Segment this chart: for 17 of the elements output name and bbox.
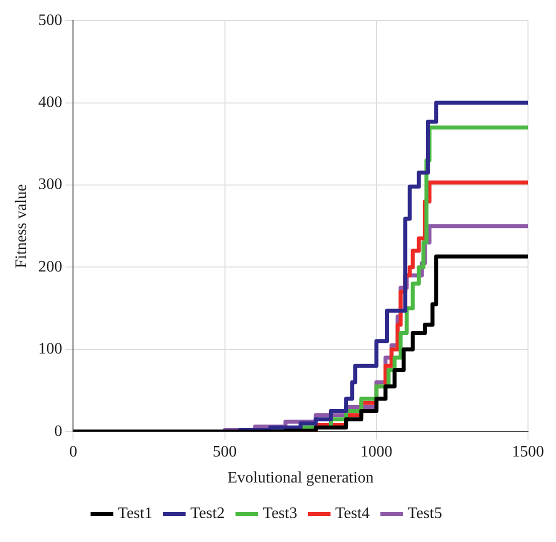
x-tick-label: 500 [212,443,237,460]
y-tick-label: 0 [54,422,62,440]
x-tick-label: 1000 [360,443,392,460]
y-tick-label: 300 [38,176,62,194]
x-tick-label: 0 [69,443,78,460]
legend-label: Test3 [262,505,298,522]
y-tick-label: 500 [38,12,62,29]
y-tick-label: 100 [38,340,62,358]
y-axis-title: Fitness value [12,184,30,268]
legend-label: Test1 [118,505,152,522]
legend-label: Test2 [190,505,225,522]
legend-label: Test5 [408,505,442,522]
y-tick-label: 200 [38,258,62,276]
x-axis-title: Evolutional generation [228,470,374,487]
y-tick-label: 400 [38,94,62,112]
legend-label: Test4 [335,505,370,522]
x-tick-label: 1500 [512,443,544,460]
